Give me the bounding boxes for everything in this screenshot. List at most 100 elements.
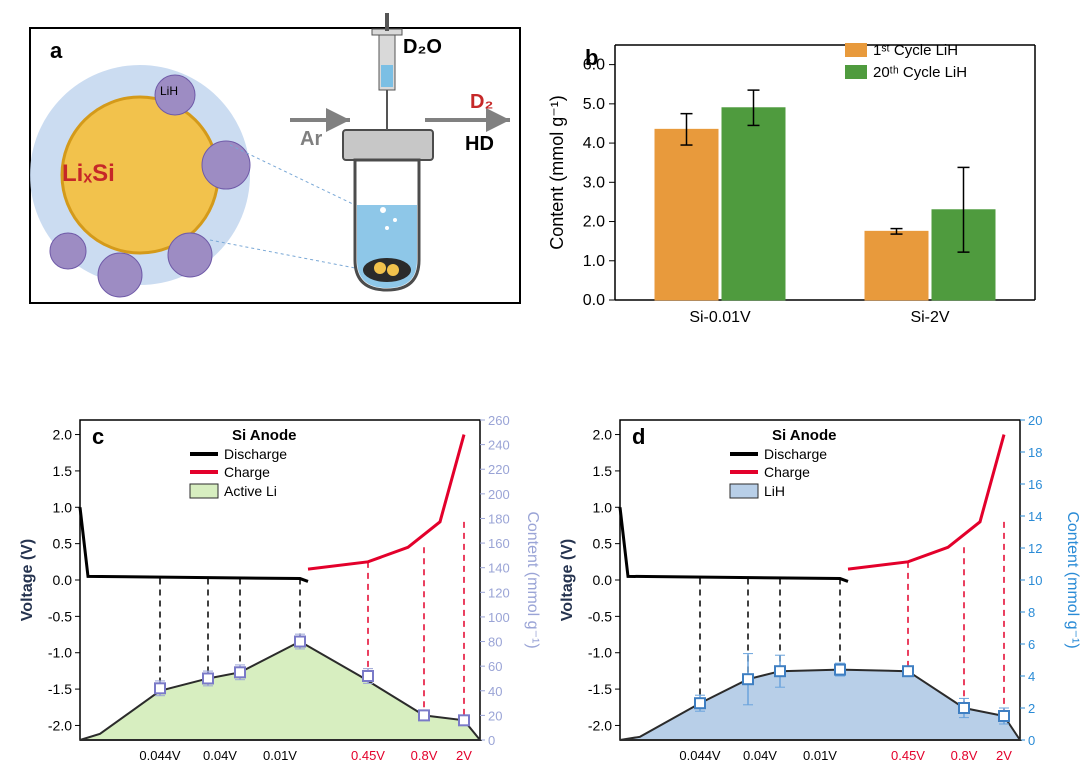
d2o-label: D₂O (403, 36, 442, 58)
marker (775, 666, 785, 676)
x-tick-label: 0.044V (679, 748, 721, 763)
y1-tick-label: 0.0 (53, 572, 73, 588)
y-tick-label: 2.0 (583, 214, 605, 231)
marker (835, 665, 845, 675)
y1-tick-label: 2.0 (593, 427, 613, 443)
y2-tick-label: 180 (488, 511, 510, 526)
marker (743, 674, 753, 684)
legend-label: Discharge (764, 446, 827, 462)
legend-swatch (730, 484, 758, 498)
figure-root: aLiHLiₓSiD₂OArD₂HD0.01.02.03.04.05.06.0C… (0, 0, 1080, 776)
y2-tick-label: 200 (488, 487, 510, 502)
marker (295, 637, 305, 647)
marker (203, 673, 213, 683)
y-tick-label: 0.0 (583, 292, 605, 309)
bubble (388, 198, 392, 202)
marker (155, 683, 165, 693)
syringe-plunger (385, 13, 389, 31)
curve (620, 507, 848, 581)
y1-tick-label: -1.5 (588, 681, 612, 697)
x-tick-label: 0.8V (411, 748, 438, 763)
y2-tick-label: 60 (488, 659, 502, 674)
marker (695, 698, 705, 708)
y2-tick-label: 220 (488, 462, 510, 477)
bubble (380, 207, 386, 213)
y1-tick-label: -1.5 (48, 681, 72, 697)
x-tick-label: Si-2V (910, 309, 949, 326)
y1-tick-label: -1.0 (48, 645, 72, 661)
marker (419, 710, 429, 720)
panel-c: -2.0-1.5-1.0-0.50.00.51.01.52.0Voltage (… (19, 413, 541, 763)
y1-tick-label: 1.5 (53, 463, 73, 479)
panel-b: 0.01.02.03.04.05.06.0Content (mmol g⁻¹)S… (547, 42, 1035, 326)
y2-label: Content (mmol g⁻¹) (524, 511, 541, 648)
lih-node (168, 233, 212, 277)
y1-tick-label: 1.5 (593, 463, 613, 479)
legend-label: Charge (224, 464, 270, 480)
panel-label: a (50, 38, 63, 63)
syringe-liquid (381, 65, 393, 87)
legend-title: Si Anode (772, 427, 836, 444)
y2-tick-label: 8 (1028, 605, 1035, 620)
y2-tick-label: 16 (1028, 477, 1042, 492)
bar (865, 231, 928, 300)
lih-node (202, 141, 250, 189)
y1-tick-label: 0.5 (593, 536, 613, 552)
panel-label: c (92, 424, 104, 449)
y1-tick-label: -2.0 (48, 717, 72, 733)
legend-label: 1ˢᵗ Cycle LiH (873, 42, 958, 59)
x-tick-label: 2V (996, 748, 1012, 763)
y2-tick-label: 10 (1028, 573, 1042, 588)
curve (308, 435, 464, 570)
curve (848, 435, 1004, 570)
bar (722, 108, 785, 300)
y2-tick-label: 4 (1028, 669, 1035, 684)
y-tick-label: 3.0 (583, 174, 605, 191)
y1-tick-label: 0.5 (53, 536, 73, 552)
legend-label: Active Li (224, 483, 277, 499)
y1-tick-label: 0.0 (593, 572, 613, 588)
panel-label: b (585, 45, 598, 70)
marker (459, 715, 469, 725)
x-tick-label: 0.04V (203, 748, 237, 763)
vial-cap (343, 130, 433, 160)
legend-label: 20ᵗʰ Cycle LiH (873, 64, 967, 81)
y1-tick-label: -0.5 (48, 608, 72, 624)
legend-swatch (190, 484, 218, 498)
y1-tick-label: 1.0 (593, 499, 613, 515)
y2-tick-label: 12 (1028, 541, 1042, 556)
y2-label: Content (mmol g⁻¹) (1064, 511, 1080, 648)
y2-tick-label: 20 (1028, 413, 1042, 428)
marker (999, 711, 1009, 721)
y2-tick-label: 0 (1028, 733, 1035, 748)
legend-title: Si Anode (232, 427, 296, 444)
y1-tick-label: -1.0 (588, 645, 612, 661)
x-tick-label: Si-0.01V (689, 309, 751, 326)
y2-tick-label: 160 (488, 536, 510, 551)
ar-label: Ar (300, 128, 322, 150)
y2-tick-label: 18 (1028, 445, 1042, 460)
y2-tick-label: 40 (488, 684, 502, 699)
legend-label: LiH (764, 483, 785, 499)
pellet (387, 264, 399, 276)
x-tick-label: 0.45V (351, 748, 385, 763)
x-tick-label: 0.8V (951, 748, 978, 763)
legend-swatch (845, 43, 867, 57)
y1-tick-label: 1.0 (53, 499, 73, 515)
y2-tick-label: 260 (488, 413, 510, 428)
y2-tick-label: 100 (488, 610, 510, 625)
x-tick-label: 0.044V (139, 748, 181, 763)
curve (80, 507, 308, 581)
panel-d: -2.0-1.5-1.0-0.50.00.51.01.52.0Voltage (… (559, 413, 1080, 763)
y-axis-label: Content (mmol g⁻¹) (547, 95, 567, 250)
y1-tick-label: 2.0 (53, 427, 73, 443)
y1-tick-label: -0.5 (588, 608, 612, 624)
marker (235, 667, 245, 677)
d2-label: D₂ (470, 91, 493, 113)
y2-tick-label: 140 (488, 561, 510, 576)
y1-tick-label: -2.0 (588, 717, 612, 733)
panel-label: d (632, 424, 645, 449)
y2-tick-label: 6 (1028, 637, 1035, 652)
legend-swatch (845, 65, 867, 79)
y2-tick-label: 2 (1028, 701, 1035, 716)
